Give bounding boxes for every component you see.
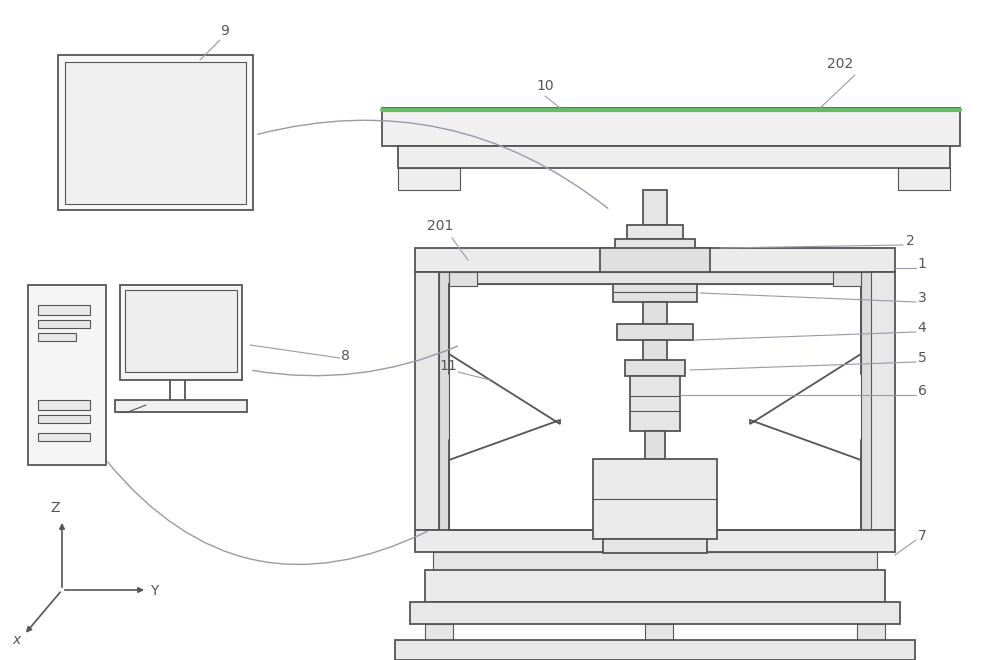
Text: 6: 6 bbox=[918, 384, 926, 398]
Bar bbox=[38, 433, 90, 441]
Bar bbox=[857, 624, 885, 640]
Bar bbox=[425, 624, 453, 640]
Bar bbox=[382, 108, 960, 146]
Bar bbox=[65, 62, 246, 204]
Bar bbox=[415, 530, 895, 552]
Bar bbox=[643, 190, 667, 225]
Bar bbox=[627, 257, 683, 269]
Bar bbox=[398, 168, 460, 190]
Text: 8: 8 bbox=[341, 349, 349, 363]
Bar bbox=[38, 320, 90, 328]
Bar bbox=[125, 290, 237, 372]
Bar bbox=[898, 168, 950, 190]
Text: 11: 11 bbox=[439, 359, 457, 373]
Bar bbox=[38, 333, 76, 341]
Bar bbox=[861, 272, 871, 530]
Bar bbox=[115, 400, 247, 412]
Bar bbox=[425, 570, 885, 602]
Bar bbox=[625, 360, 685, 376]
Bar bbox=[643, 340, 667, 360]
Bar bbox=[645, 624, 673, 640]
Bar bbox=[600, 248, 710, 272]
Text: 2: 2 bbox=[906, 234, 914, 248]
Bar bbox=[395, 640, 915, 660]
Text: 9: 9 bbox=[221, 24, 229, 38]
Bar bbox=[38, 400, 90, 410]
Text: Z: Z bbox=[50, 501, 60, 515]
Bar bbox=[439, 272, 449, 530]
Bar bbox=[833, 272, 861, 286]
Bar bbox=[410, 602, 900, 624]
Text: 3: 3 bbox=[918, 291, 926, 305]
Text: 201: 201 bbox=[427, 219, 453, 233]
Bar bbox=[398, 146, 950, 168]
Text: 1: 1 bbox=[918, 257, 926, 271]
Bar bbox=[38, 305, 90, 315]
Bar bbox=[120, 285, 242, 380]
Text: 10: 10 bbox=[536, 79, 554, 93]
Text: 5: 5 bbox=[918, 351, 926, 365]
Bar bbox=[433, 552, 877, 570]
Text: 202: 202 bbox=[827, 57, 853, 71]
Text: x: x bbox=[12, 633, 20, 647]
Bar bbox=[613, 284, 697, 302]
Bar bbox=[630, 376, 680, 431]
Bar bbox=[645, 431, 665, 459]
Bar bbox=[627, 225, 683, 239]
Bar bbox=[615, 239, 695, 257]
Bar bbox=[38, 415, 90, 423]
Text: 4: 4 bbox=[918, 321, 926, 335]
Bar bbox=[415, 248, 895, 272]
Bar bbox=[433, 272, 877, 284]
Bar bbox=[593, 459, 717, 539]
Bar bbox=[603, 539, 707, 553]
Bar bbox=[871, 272, 895, 530]
Text: 7: 7 bbox=[918, 529, 926, 543]
Bar bbox=[643, 302, 667, 324]
Bar bbox=[449, 272, 477, 286]
Bar bbox=[58, 55, 253, 210]
Bar bbox=[617, 324, 693, 340]
Bar bbox=[415, 272, 439, 530]
Text: Y: Y bbox=[150, 584, 158, 598]
Bar bbox=[28, 285, 106, 465]
